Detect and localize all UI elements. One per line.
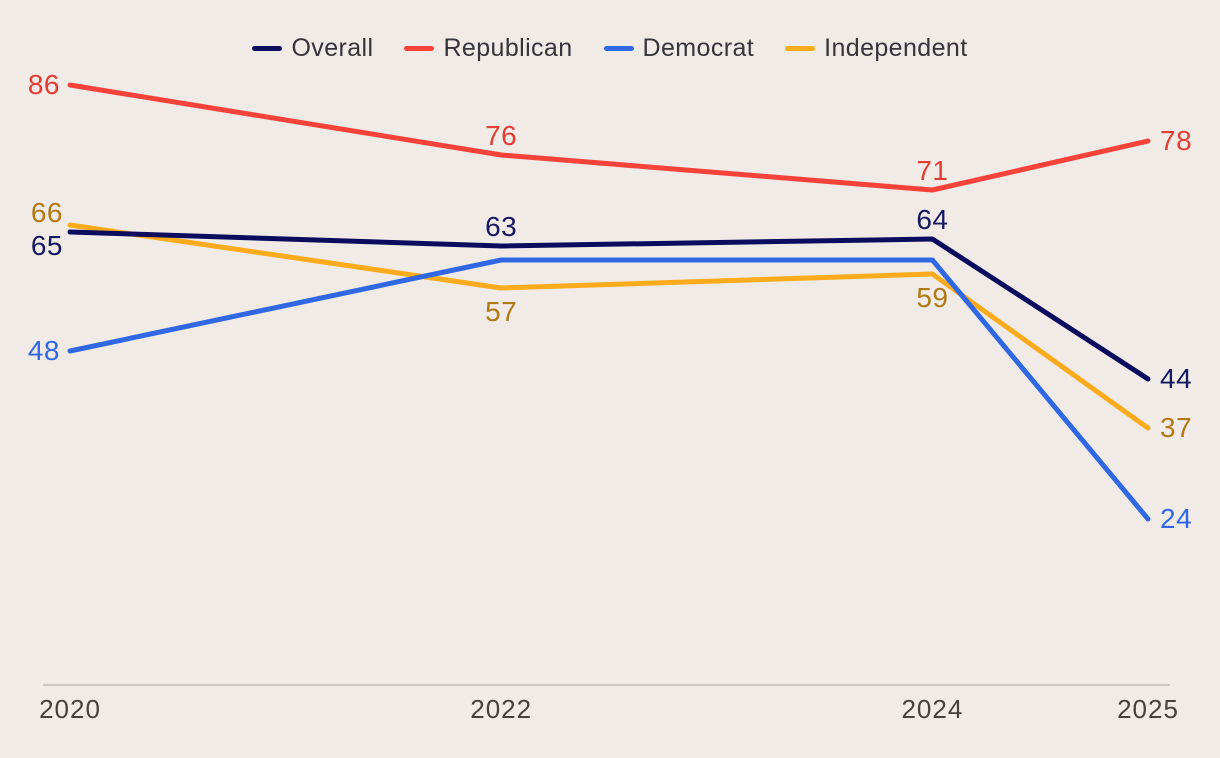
series-line-independent [67,222,1151,431]
value-label-overall-2025: 44 [1160,363,1192,394]
value-label-democrat-2025: 24 [1160,503,1192,534]
legend-item-overall: Overall [252,34,373,63]
value-label-republican-2022: 76 [485,120,517,151]
value-label-independent-2025: 37 [1160,412,1192,443]
value-label-democrat-2020: 48 [28,335,60,366]
legend-item-democrat: Democrat [603,34,755,63]
value-label-overall-2024: 64 [916,204,948,235]
legend-label-independent: Independent [824,34,968,62]
x-tick-label-2024: 2024 [901,694,963,724]
value-label-independent-2022: 57 [485,296,517,327]
legend-label-republican: Republican [443,34,573,62]
series-line-overall [67,229,1151,382]
x-tick-label-2022: 2022 [470,694,532,724]
value-label-republican-2025: 78 [1160,125,1192,156]
value-label-independent-2024: 59 [916,282,948,313]
legend-swatch-democrat [603,46,634,51]
series-line-republican [67,82,1151,193]
value-label-overall-2020: 65 [31,230,63,261]
legend: Overall Republican Democrat Independent [0,34,1220,63]
legend-swatch-independent [785,46,816,51]
legend-swatch-overall [252,46,283,51]
legend-label-overall: Overall [291,34,374,62]
value-label-republican-2024: 71 [916,155,948,186]
x-tick-label-2025: 2025 [1117,694,1179,724]
legend-item-independent: Independent [785,34,967,63]
value-label-overall-2022: 63 [485,211,517,242]
x-tick-label-2020: 2020 [39,694,101,724]
value-label-republican-2020: 86 [28,69,60,100]
legend-label-democrat: Democrat [642,34,755,62]
legend-swatch-republican [404,46,435,51]
legend-item-republican: Republican [404,34,572,63]
value-label-independent-2020: 66 [31,197,63,228]
series-line-democrat [67,257,1151,522]
